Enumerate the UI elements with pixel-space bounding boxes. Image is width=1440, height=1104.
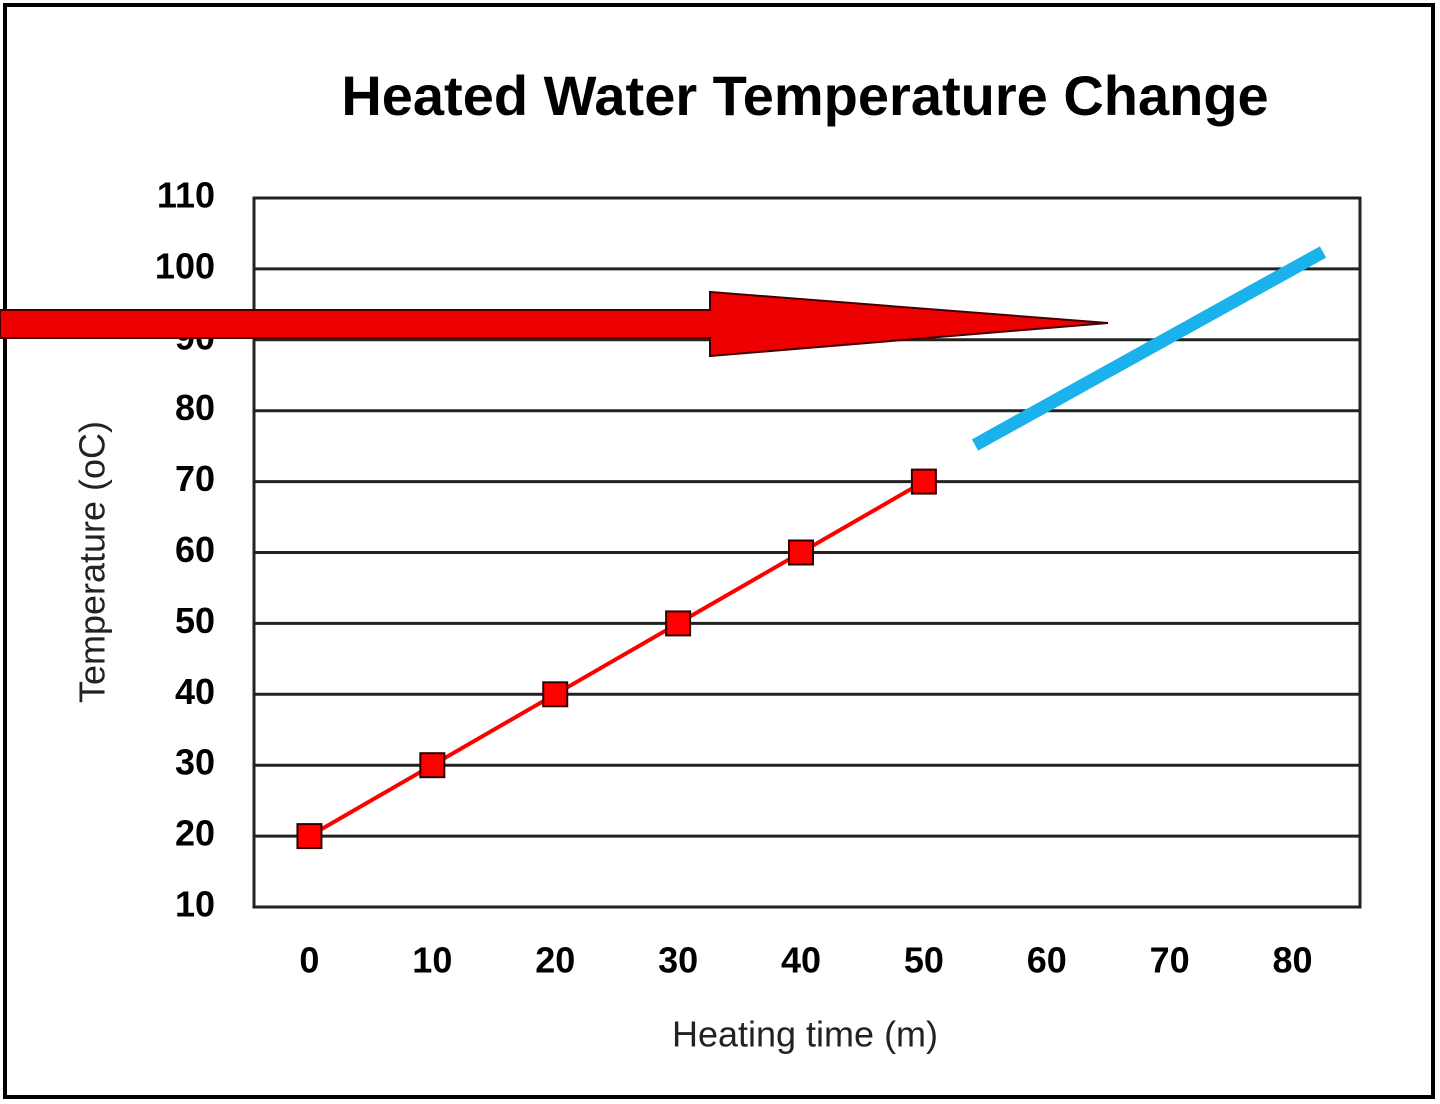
- x-tick-label: 70: [1150, 940, 1190, 981]
- chart-title: Heated Water Temperature Change: [341, 64, 1268, 127]
- x-tick-label: 40: [781, 940, 821, 981]
- y-tick-label: 100: [155, 245, 215, 286]
- y-axis-label: Temperature (oC): [72, 421, 113, 703]
- y-tick-label: 60: [175, 529, 215, 570]
- marker: [419, 752, 446, 779]
- x-tick-label: 20: [535, 940, 575, 981]
- x-axis-label: Heating time (m): [672, 1014, 938, 1055]
- marker: [296, 823, 323, 850]
- x-tick-label: 80: [1273, 940, 1313, 981]
- x-tick-label: 50: [904, 940, 944, 981]
- arrow: [0, 290, 1109, 358]
- marker: [788, 539, 814, 566]
- y-tick-label: 70: [175, 458, 215, 499]
- y-tick-label: 40: [175, 671, 215, 712]
- y-tick-label: 20: [175, 813, 215, 854]
- y-tick-label: 10: [175, 884, 215, 925]
- y-tick-label: 110: [157, 175, 215, 216]
- marker: [542, 681, 569, 708]
- marker: [910, 468, 937, 495]
- y-tick-label: 30: [175, 742, 215, 783]
- data-line: [308, 479, 925, 838]
- x-tick-label: 60: [1027, 940, 1067, 981]
- y-tick-label: 80: [175, 387, 215, 428]
- x-tick-label: 30: [658, 940, 698, 981]
- trend-extension: [971, 246, 1327, 451]
- marker: [665, 610, 692, 637]
- y-tick-label: 50: [175, 600, 215, 641]
- x-tick-label: 0: [299, 940, 319, 981]
- x-tick-label: 10: [412, 940, 452, 981]
